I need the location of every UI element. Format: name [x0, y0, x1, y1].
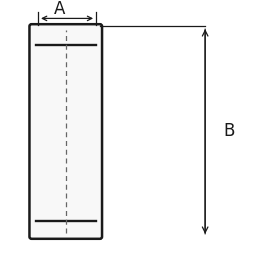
FancyBboxPatch shape — [29, 24, 102, 239]
Text: A: A — [53, 0, 65, 18]
Text: B: B — [223, 123, 235, 140]
